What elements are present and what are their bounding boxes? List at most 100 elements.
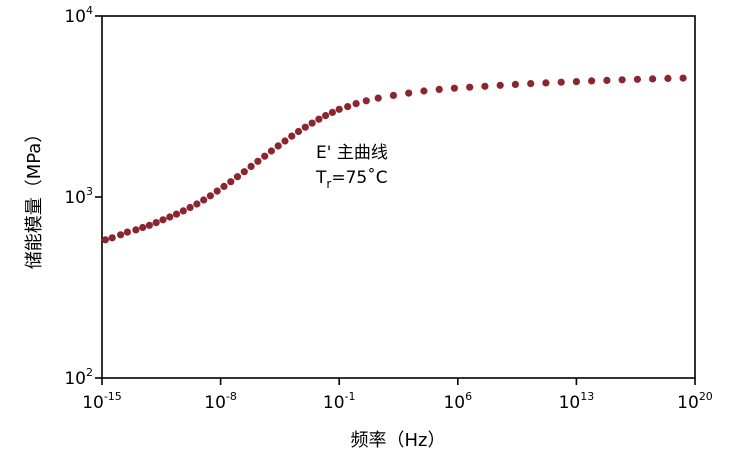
- data-point: [123, 228, 131, 236]
- data-point: [328, 108, 336, 116]
- data-point: [679, 74, 687, 82]
- data-point: [288, 132, 296, 140]
- data-point: [117, 231, 125, 239]
- x-tick-label: 10-15: [82, 390, 122, 413]
- annotation: E' 主曲线 Tr=75˚C: [315, 143, 388, 191]
- y-tick-label: 103: [64, 185, 93, 208]
- data-point: [405, 89, 413, 97]
- y-tick-base: 10: [64, 7, 86, 27]
- data-point: [322, 112, 330, 120]
- x-tick-label: 10-1: [323, 390, 356, 413]
- annotation-t-sub: r: [326, 177, 331, 191]
- data-point: [193, 200, 201, 208]
- data-point: [527, 80, 535, 88]
- data-point: [132, 226, 140, 234]
- data-point: [274, 142, 282, 150]
- y-tick-base: 10: [64, 188, 86, 208]
- x-tick-exponent: 6: [465, 390, 472, 403]
- data-point: [159, 216, 167, 224]
- data-point: [481, 82, 489, 90]
- data-point: [227, 178, 235, 186]
- data-point: [496, 81, 504, 89]
- data-point: [466, 83, 474, 91]
- x-tick-base: 10: [559, 393, 581, 413]
- data-point: [420, 87, 428, 95]
- x-tick-exponent: 20: [699, 390, 713, 403]
- y-axis-title: 储能模量（MPa）: [24, 125, 45, 270]
- plot-frame: [101, 15, 696, 379]
- data-point: [108, 234, 116, 242]
- data-point: [294, 127, 303, 136]
- y-tick-exponent: 2: [86, 366, 93, 379]
- data-point: [166, 213, 174, 221]
- data-point: [572, 78, 581, 86]
- data-point: [315, 115, 323, 123]
- annotation-t: T: [315, 168, 327, 188]
- y-tick-base: 10: [64, 369, 86, 389]
- data-point: [450, 84, 458, 92]
- plot-axes: [101, 15, 696, 379]
- data-point: [542, 79, 550, 87]
- x-tick-label: 10-8: [204, 390, 237, 413]
- x-tick-exponent: -15: [104, 390, 122, 403]
- data-point: [139, 223, 147, 232]
- annotation-curve-label: E' 主曲线: [316, 143, 388, 163]
- y-tick-label: 104: [64, 4, 93, 27]
- data-point: [213, 187, 221, 195]
- data-point: [557, 78, 565, 86]
- x-tick-base: 10: [677, 393, 699, 413]
- data-point: [186, 203, 194, 212]
- data-point: [101, 236, 109, 244]
- data-point: [281, 137, 289, 145]
- data-point: [352, 100, 360, 108]
- x-axis-ticks: 10-15 10-8 10-1 106 1013 1020: [82, 378, 713, 413]
- data-point: [588, 77, 596, 85]
- data-point: [664, 74, 672, 82]
- data-point: [152, 219, 160, 227]
- data-point: [362, 97, 370, 105]
- data-points: [101, 74, 687, 244]
- x-tick-label: 106: [443, 390, 472, 413]
- x-axis-title: 频率（Hz）: [351, 430, 446, 451]
- data-point: [603, 76, 611, 84]
- data-point: [233, 173, 242, 181]
- data-point: [344, 103, 352, 111]
- data-point: [220, 182, 228, 190]
- x-tick-base: 10: [82, 393, 104, 413]
- data-point: [179, 207, 187, 215]
- x-tick-base: 10: [204, 393, 226, 413]
- data-point: [200, 196, 208, 204]
- x-tick-base: 10: [443, 393, 465, 413]
- x-tick-exponent: 13: [580, 390, 594, 403]
- data-point: [206, 192, 214, 200]
- annotation-reference-temperature: Tr=75˚C: [315, 167, 388, 191]
- data-point: [374, 94, 382, 102]
- x-tick-label: 1013: [559, 390, 595, 413]
- y-tick-exponent: 4: [86, 4, 93, 17]
- y-tick-exponent: 3: [86, 185, 93, 198]
- data-point: [254, 157, 262, 165]
- data-point: [267, 147, 275, 155]
- x-tick-base: 10: [323, 393, 345, 413]
- data-point: [389, 91, 397, 99]
- data-point: [649, 75, 657, 83]
- x-tick-exponent: -1: [345, 390, 356, 403]
- data-point: [261, 152, 269, 160]
- x-tick-label: 1020: [677, 390, 713, 413]
- data-point: [301, 123, 309, 131]
- data-point: [240, 168, 248, 176]
- data-point: [145, 221, 153, 229]
- data-point: [335, 105, 343, 113]
- data-point: [511, 80, 519, 88]
- data-point: [308, 119, 316, 127]
- annotation-t-value: =75˚C: [331, 167, 387, 188]
- x-tick-exponent: -8: [226, 390, 237, 403]
- data-point: [435, 85, 443, 93]
- data-point: [247, 162, 255, 170]
- data-point: [633, 75, 642, 83]
- data-point: [172, 210, 181, 218]
- data-point: [618, 76, 626, 84]
- y-tick-label: 102: [64, 366, 93, 389]
